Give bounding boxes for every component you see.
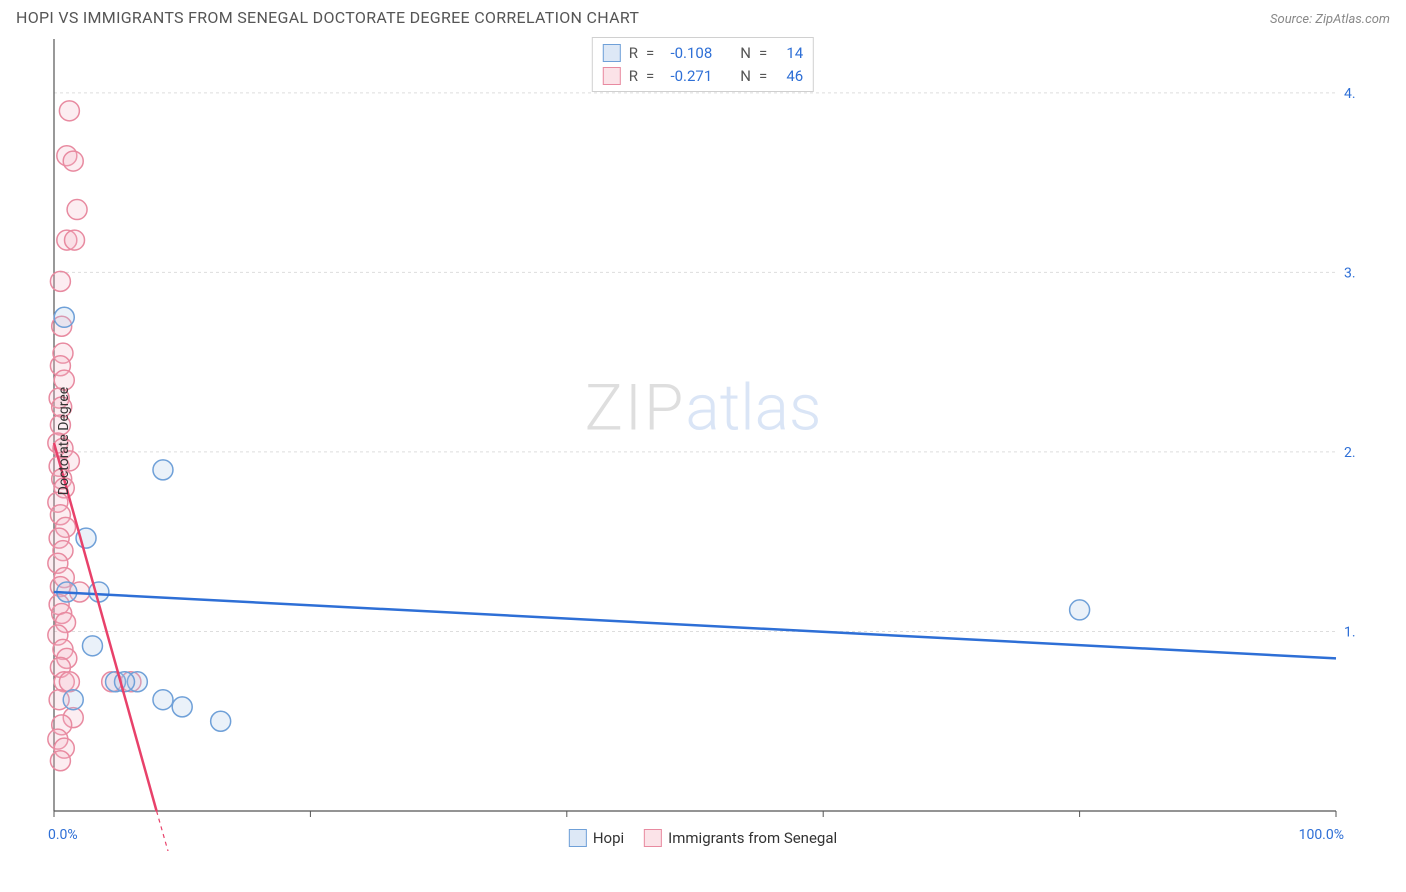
svg-text:2.0%: 2.0% [1344,445,1356,461]
data-point [153,690,173,710]
data-point [82,636,102,656]
legend-label: Hopi [593,829,624,847]
data-point [67,200,87,220]
data-point [50,271,70,291]
legend-swatch [603,67,621,85]
data-point [63,690,83,710]
stat-n-value: 14 [775,42,803,65]
y-axis-label: Doctorate Degree [56,387,72,495]
chart-area: Doctorate Degree ZIPatlas 1.0%2.0%3.0%4.… [16,31,1390,851]
svg-text:4.0%: 4.0% [1344,86,1356,102]
legend-swatch [603,44,621,62]
stat-r-label: R [629,65,638,88]
svg-text:100.0%: 100.0% [1299,827,1344,843]
data-point [211,711,231,731]
data-point [63,151,83,171]
data-point [59,101,79,121]
stat-r-value: -0.271 [662,65,712,88]
stat-n-label: N [740,42,751,65]
stat-r-label: R [629,42,638,65]
regression-line [54,592,1336,658]
chart-source: Source: ZipAtlas.com [1270,12,1390,27]
stats-legend: R=-0.108N=14R=-0.271N=46 [592,37,814,92]
data-point [59,672,79,692]
data-point [1070,600,1090,620]
svg-text:1.0%: 1.0% [1344,624,1356,640]
data-point [89,582,109,602]
stat-n-value: 46 [775,65,803,88]
data-point [172,697,192,717]
regression-line-extension [157,811,183,851]
legend-item: Hopi [569,829,624,847]
svg-text:0.0%: 0.0% [48,827,78,843]
legend-label: Immigrants from Senegal [668,829,837,847]
stats-row: R=-0.108N=14 [603,42,803,65]
stat-n-label: N [740,65,751,88]
data-point [153,460,173,480]
legend-item: Immigrants from Senegal [644,829,837,847]
data-point [50,751,70,771]
stats-row: R=-0.271N=46 [603,65,803,88]
scatter-chart: 1.0% 2.0% 3.0% 4.0% 0.0% 100.0% [16,31,1356,851]
legend-swatch [569,829,587,847]
data-point [54,307,74,327]
chart-title: HOPI VS IMMIGRANTS FROM SENEGAL DOCTORAT… [16,8,639,27]
chart-header: HOPI VS IMMIGRANTS FROM SENEGAL DOCTORAT… [0,0,1406,31]
stat-r-value: -0.108 [662,42,712,65]
legend-swatch [644,829,662,847]
series-legend: Hopi Immigrants from Senegal [569,829,837,847]
data-point [65,230,85,250]
svg-text:3.0%: 3.0% [1344,265,1356,281]
